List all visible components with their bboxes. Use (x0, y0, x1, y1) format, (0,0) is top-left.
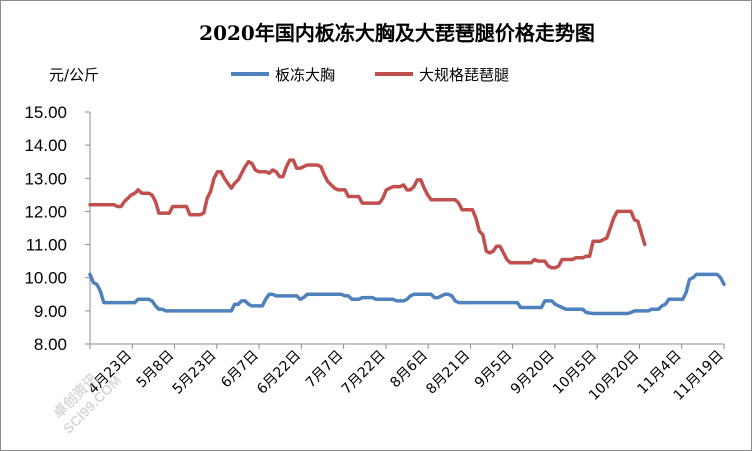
y-tick-label: 9.00 (34, 302, 67, 321)
x-tick-label: 9月20日 (508, 348, 558, 398)
y-tick-label: 15.00 (24, 103, 67, 122)
y-tick-label: 11.00 (26, 236, 67, 255)
series-line-1 (88, 158, 647, 270)
axes (89, 112, 724, 345)
y-axis-ticks: 15.00 14.00 13.00 12.00 11.00 10.00 9.00 8.00 (24, 103, 90, 354)
x-tick-label: 8月21日 (423, 348, 473, 398)
x-tick-label: 5月23日 (170, 348, 220, 398)
legend-label-series-1: 大规格琵琶腿 (419, 66, 509, 84)
y-axis-unit: 元/公斤 (49, 66, 99, 84)
y-tick-label: 14.00 (24, 136, 67, 155)
y-tick-label: 12.00 (24, 202, 67, 221)
y-tick-label: 8.00 (34, 335, 67, 354)
legend: 板冻大胸 大规格琵琶腿 (231, 66, 509, 84)
x-axis-ticks: 4月23日5月8日5月23日6月7日6月22日7月7日7月22日8月6日8月21… (85, 344, 727, 404)
y-tick-label: 10.00 (24, 269, 67, 288)
y-tick-label: 13.00 (24, 169, 67, 188)
series-layer (88, 158, 726, 316)
x-tick-label: 7月22日 (339, 348, 389, 398)
legend-label-series-0: 板冻大胸 (275, 66, 335, 84)
series-line-0 (88, 272, 726, 316)
x-tick-label: 6月22日 (254, 348, 304, 398)
chart-title: 2020年国内板冻大胸及大琵琶腿价格走势图 (199, 21, 595, 45)
